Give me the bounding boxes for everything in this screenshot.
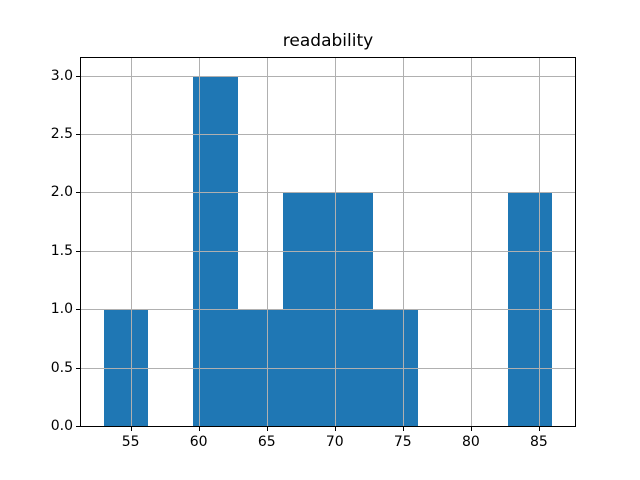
y-tick-label: 2.0	[50, 184, 73, 201]
y-tick-label: 1.5	[50, 242, 73, 259]
x-tick	[130, 427, 132, 431]
grid-line-horizontal	[81, 250, 575, 252]
grid-line-vertical	[538, 58, 540, 426]
x-tick	[402, 427, 404, 431]
grid-line-horizontal	[81, 192, 575, 194]
histogram-bar	[507, 192, 553, 426]
grid-line-vertical	[470, 58, 472, 426]
x-tick-label: 55	[121, 434, 140, 450]
grid-line-horizontal	[81, 133, 575, 135]
histogram-bar	[283, 192, 328, 426]
grid-line-vertical	[198, 58, 200, 426]
y-tick	[76, 75, 80, 77]
y-tick-label: 1.0	[50, 301, 73, 318]
grid-line-horizontal	[81, 309, 575, 311]
x-tick-label: 75	[393, 434, 412, 450]
y-tick-label: 2.5	[50, 125, 73, 142]
x-tick-label: 80	[461, 434, 480, 450]
chart-title: readability	[282, 31, 374, 51]
y-tick	[76, 250, 80, 252]
histogram-bar	[238, 309, 284, 426]
x-tick	[538, 427, 540, 431]
x-tick	[470, 427, 472, 431]
x-tick	[266, 427, 268, 431]
grid-line-horizontal	[81, 75, 575, 77]
grid-line-vertical	[130, 58, 132, 426]
grid-line-vertical	[334, 58, 336, 426]
histogram-bar	[372, 309, 418, 426]
x-tick	[334, 427, 336, 431]
x-tick-label: 65	[257, 434, 276, 450]
x-tick-label: 60	[189, 434, 208, 450]
grid-line-horizontal	[81, 367, 575, 369]
y-tick	[76, 426, 80, 427]
x-tick-label: 85	[529, 434, 548, 450]
axes	[80, 57, 576, 427]
x-tick-label: 70	[325, 434, 344, 450]
grid-line-vertical	[402, 58, 404, 426]
y-tick-label: 3.0	[50, 67, 73, 84]
y-tick	[76, 309, 80, 311]
y-tick	[76, 192, 80, 194]
y-tick-label: 0.0	[50, 418, 73, 434]
x-tick	[198, 427, 200, 431]
y-tick-label: 0.5	[50, 359, 73, 376]
y-tick	[76, 367, 80, 369]
y-tick	[76, 133, 80, 135]
histogram-bar	[103, 309, 149, 426]
grid-line-vertical	[266, 58, 268, 426]
